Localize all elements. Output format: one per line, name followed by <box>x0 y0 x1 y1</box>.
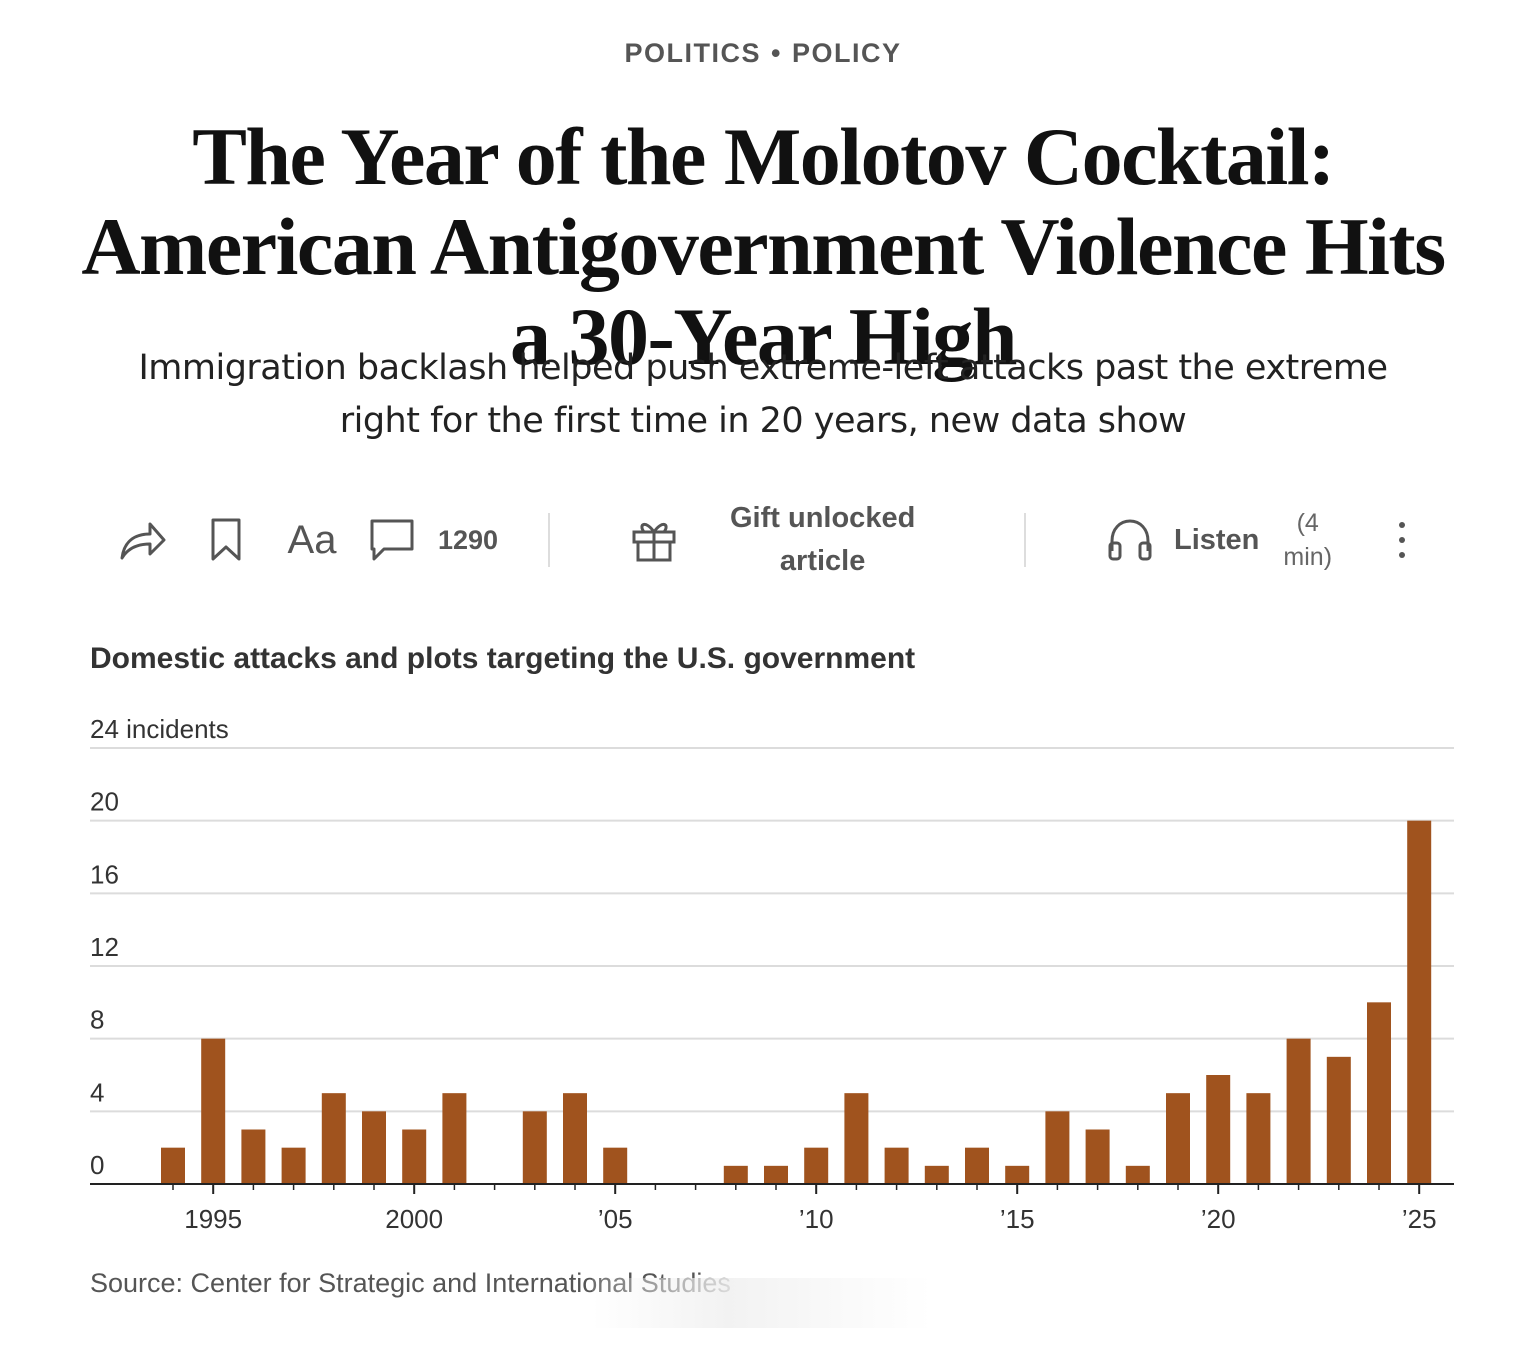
bar-2024 <box>1367 1002 1391 1184</box>
bar-2014 <box>965 1147 989 1184</box>
bookmark-button[interactable] <box>206 515 246 565</box>
bar-1997 <box>281 1147 306 1184</box>
bar-chart: 1995 2000 ’05 ’10 ’15 ’20 ’25 0 4 8 12 16 20 24 inci… <box>90 714 1454 1234</box>
bar-2005 <box>603 1147 628 1184</box>
more-options-button[interactable] <box>1390 515 1414 565</box>
toolbar-divider <box>1024 513 1026 567</box>
kicker-policy-link[interactable]: POLICY <box>791 38 902 68</box>
y-tick-label: 4 <box>90 1077 104 1107</box>
bar-1996 <box>241 1129 266 1184</box>
article-toolbar: Aa 1290 Gift unlocked article Listen (4 … <box>100 495 1440 585</box>
y-tick-label: 12 <box>90 932 119 962</box>
x-tick-label: 2000 <box>385 1204 443 1234</box>
bookmark-icon <box>211 518 241 561</box>
bar-2003 <box>522 1111 547 1184</box>
bar-2023 <box>1326 1056 1351 1184</box>
x-tick-label: ’15 <box>1000 1204 1035 1234</box>
chart-title: Domestic attacks and plots targeting the… <box>90 642 916 675</box>
listen-label: Listen <box>1174 523 1260 556</box>
x-tick-label: ’25 <box>1402 1204 1437 1234</box>
bar-2000 <box>402 1129 427 1184</box>
comment-count: 1290 <box>438 524 499 555</box>
bar-2025 <box>1407 820 1432 1184</box>
x-tick-label: ’20 <box>1201 1204 1236 1234</box>
x-tick-label: ’05 <box>598 1204 633 1234</box>
y-tick-label: 20 <box>90 787 119 817</box>
bar-2010 <box>804 1147 829 1184</box>
headphones-icon <box>1108 519 1152 561</box>
y-tick-label: 8 <box>90 1005 104 1035</box>
bar-1998 <box>321 1093 346 1184</box>
bar-2013 <box>924 1165 949 1184</box>
watermark-overlay <box>592 1278 932 1328</box>
comment-icon <box>370 519 414 561</box>
more-vertical-icon <box>1399 522 1405 558</box>
text-size-button[interactable]: Aa <box>282 515 342 565</box>
x-tick-label: ’10 <box>799 1204 834 1234</box>
bar-2017 <box>1085 1129 1110 1184</box>
y-tick-label: 0 <box>90 1150 104 1180</box>
kicker-separator: • <box>771 38 782 68</box>
listen-button[interactable]: Listen (4 min) <box>1106 505 1346 575</box>
share-button[interactable] <box>116 515 170 565</box>
gift-icon <box>632 523 676 562</box>
bar-1999 <box>362 1111 386 1184</box>
bar-2016 <box>1045 1111 1070 1184</box>
bar-1994 <box>161 1147 185 1184</box>
bar-2018 <box>1125 1165 1150 1184</box>
share-icon <box>120 522 166 560</box>
bar-2022 <box>1286 1038 1311 1184</box>
x-tick-label: 1995 <box>184 1204 242 1234</box>
toolbar-divider <box>548 513 550 567</box>
bar-2011 <box>844 1093 869 1184</box>
bar-2009 <box>764 1165 788 1184</box>
y-tick-label: 24 incidents <box>90 714 229 744</box>
bar-2012 <box>884 1147 909 1184</box>
kicker-politics-link[interactable]: POLITICS <box>624 38 762 68</box>
gift-label-line2: article <box>779 545 866 577</box>
listen-duration-line2: min) <box>1283 543 1333 571</box>
article-headline: The Year of the Molotov Cocktail: Americ… <box>81 111 1446 382</box>
bar-2001 <box>442 1093 467 1184</box>
article-dek: Immigration backlash helped push extreme… <box>138 348 1388 441</box>
bar-2020 <box>1206 1075 1231 1184</box>
section-kicker: POLITICS • POLICY <box>0 38 1526 69</box>
text-size-label: Aa <box>287 517 337 562</box>
bar-2004 <box>563 1093 587 1184</box>
gift-article-button[interactable]: Gift unlocked article <box>630 495 930 585</box>
bar-2019 <box>1166 1093 1190 1184</box>
bar-2015 <box>1005 1165 1030 1184</box>
listen-duration-line1: (4 <box>1296 509 1319 537</box>
bar-1995 <box>201 1038 226 1184</box>
gift-label-line1: Gift unlocked <box>730 502 916 534</box>
comments-button[interactable]: 1290 <box>368 515 508 565</box>
bar-2008 <box>723 1165 748 1184</box>
y-tick-label: 16 <box>90 859 119 889</box>
bar-2021 <box>1246 1093 1271 1184</box>
